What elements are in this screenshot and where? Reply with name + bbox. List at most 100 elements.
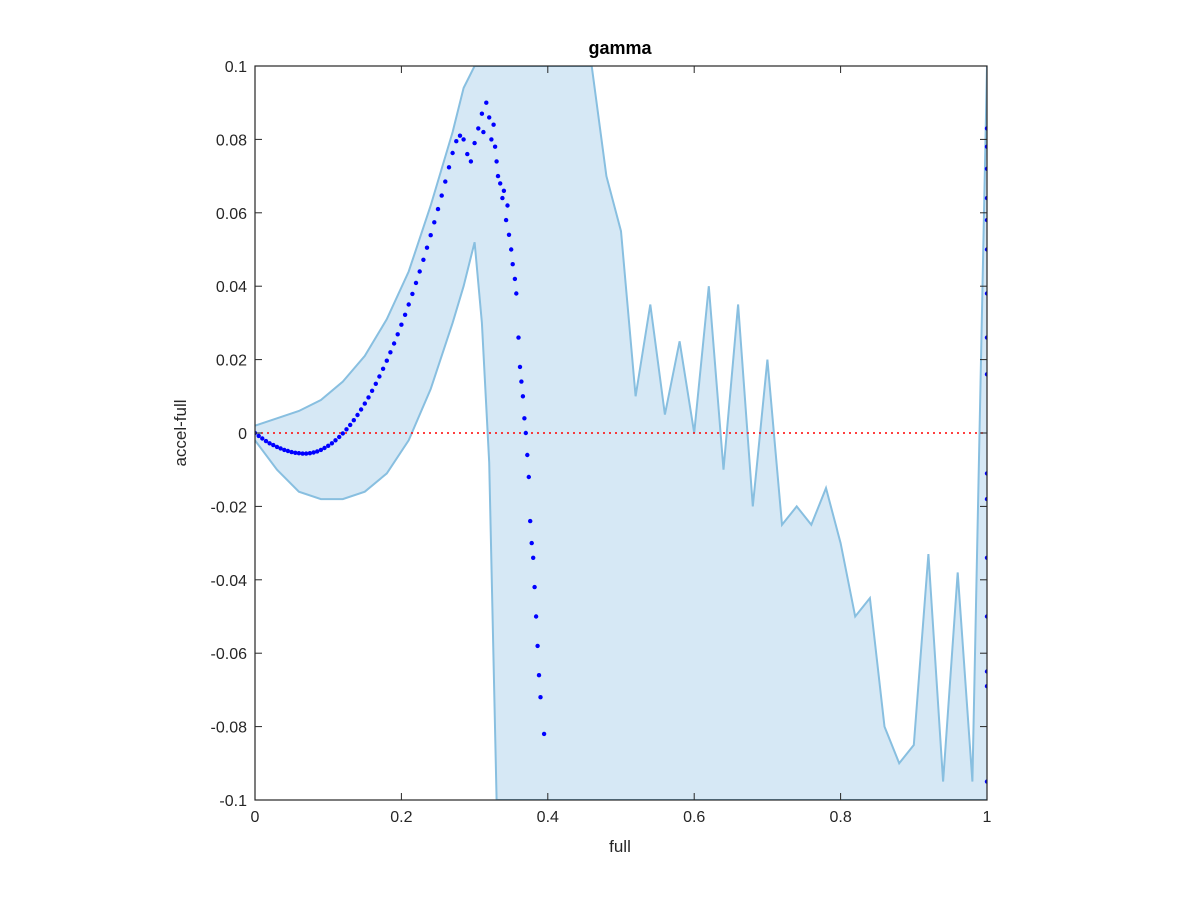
- data-point: [522, 416, 527, 421]
- data-point: [395, 332, 400, 337]
- y-tick-label: -0.1: [219, 793, 247, 810]
- data-point: [293, 450, 298, 455]
- x-tick-label: 0.6: [683, 809, 705, 826]
- data-point: [503, 217, 509, 223]
- data-point: [296, 451, 302, 456]
- data-point: [523, 430, 528, 436]
- data-point: [533, 614, 539, 619]
- data-point: [446, 165, 452, 170]
- y-tick-label: -0.02: [211, 499, 248, 516]
- data-point: [315, 449, 320, 454]
- plot-area: [255, 66, 987, 800]
- data-point: [528, 518, 533, 524]
- band-upper-line: [255, 66, 987, 782]
- data-point: [366, 395, 371, 400]
- data-point: [516, 335, 521, 340]
- data-point: [428, 233, 433, 238]
- y-tick-label: -0.06: [211, 646, 248, 663]
- data-point: [525, 452, 530, 458]
- band-lower-line: [255, 241, 987, 800]
- y-tick-label: 0.06: [216, 206, 247, 223]
- data-point: [322, 445, 327, 451]
- chart-title: gamma: [588, 38, 652, 58]
- data-point: [509, 247, 514, 252]
- x-tick-label: 1: [983, 809, 992, 826]
- data-point: [410, 291, 415, 297]
- data-point: [472, 140, 477, 146]
- data-point: [424, 245, 430, 250]
- y-tick-label: 0: [238, 426, 247, 443]
- data-point: [484, 100, 489, 105]
- data-point: [465, 151, 470, 157]
- y-tick-label: 0.02: [216, 353, 247, 370]
- data-point: [529, 540, 534, 546]
- data-point: [278, 446, 283, 451]
- data-point: [337, 434, 342, 440]
- data-point: [318, 447, 324, 453]
- data-point: [406, 302, 411, 307]
- data-point: [450, 150, 455, 156]
- data-point: [531, 555, 536, 560]
- data-point: [362, 401, 367, 406]
- data-point: [479, 111, 485, 116]
- data-point: [256, 433, 261, 439]
- data-point: [300, 451, 305, 456]
- data-point: [377, 374, 382, 379]
- y-tick-label: 0.04: [216, 279, 247, 296]
- data-point: [340, 431, 345, 436]
- data-point: [399, 322, 404, 327]
- data-point: [512, 276, 518, 282]
- data-point: [505, 203, 510, 208]
- data-point: [263, 438, 269, 444]
- data-point: [492, 144, 498, 149]
- data-point: [388, 350, 393, 355]
- y-axis-title: accel-full: [171, 399, 190, 466]
- axes: 0 0.2 0.4 0.6 0.8 1 -0.1 -0.08 -0.06 -0.04 -0.02 0 0…: [211, 59, 992, 826]
- data-point: [532, 584, 537, 590]
- data-point: [326, 443, 331, 448]
- data-point: [461, 137, 466, 142]
- data-point: [402, 312, 408, 317]
- data-point: [260, 436, 265, 441]
- data-point: [373, 381, 378, 386]
- x-tick-label: 0: [251, 809, 260, 826]
- plot-content: [255, 66, 987, 800]
- data-point: [487, 115, 492, 120]
- data-point: [355, 412, 360, 418]
- data-point: [541, 731, 547, 737]
- data-point: [344, 427, 349, 432]
- data-point: [439, 193, 444, 198]
- data-point: [481, 129, 486, 135]
- data-point: [329, 441, 335, 446]
- y-tick-label: 0.08: [216, 132, 247, 149]
- data-point: [413, 280, 419, 286]
- data-point: [271, 442, 276, 448]
- data-point: [443, 179, 448, 184]
- data-point: [535, 643, 540, 649]
- x-axis-title: full: [609, 837, 631, 856]
- data-point: [380, 366, 386, 371]
- data-point: [500, 195, 505, 201]
- data-point: [494, 159, 499, 164]
- data-point: [391, 341, 397, 346]
- y-tick-label: 0.1: [225, 59, 247, 76]
- data-point: [267, 441, 272, 446]
- data-point: [274, 444, 280, 450]
- data-point: [435, 206, 441, 212]
- data-point: [457, 133, 463, 138]
- x-tick-label: 0.4: [537, 809, 559, 826]
- data-point: [384, 358, 389, 363]
- y-tick-label: -0.08: [211, 720, 248, 737]
- data-point: [358, 407, 364, 412]
- data-point: [536, 673, 542, 678]
- data-point: [520, 394, 526, 399]
- data-point: [501, 188, 507, 193]
- data-point: [519, 379, 524, 384]
- data-point: [514, 291, 519, 296]
- data-point: [333, 438, 338, 443]
- data-point: [506, 232, 512, 237]
- data-point: [498, 181, 503, 186]
- x-tick-label: 0.2: [390, 809, 412, 826]
- data-point: [304, 451, 309, 456]
